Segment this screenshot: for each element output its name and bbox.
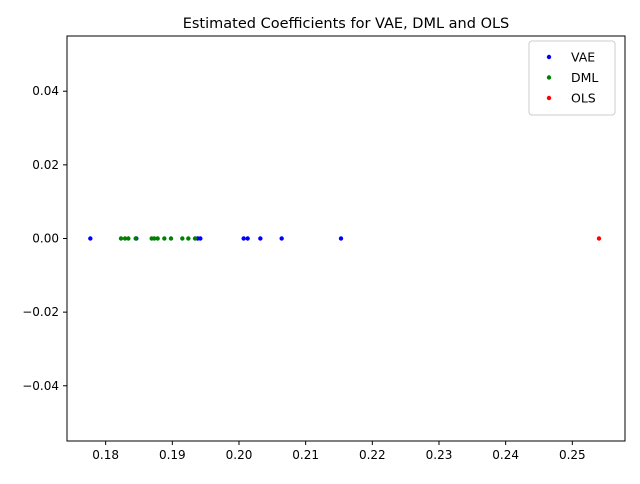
- legend-label-ols: OLS: [571, 91, 596, 106]
- y-tick-label: −0.02: [22, 305, 59, 319]
- legend-marker-ols: [546, 95, 552, 101]
- legend-label-dml: DML: [571, 70, 598, 85]
- data-point-dml: [155, 236, 160, 241]
- data-point-vae: [279, 236, 284, 241]
- data-point-vae: [245, 236, 250, 241]
- data-point-dml: [162, 236, 167, 241]
- y-tick-label: 0.00: [32, 232, 59, 246]
- data-point-dml: [118, 236, 124, 241]
- data-point-dml: [152, 236, 157, 241]
- data-point-vae: [241, 236, 246, 241]
- y-tick-label: 0.02: [32, 158, 59, 172]
- x-tick-label: 0.18: [92, 448, 119, 462]
- x-tick-label: 0.19: [159, 448, 186, 462]
- chart-title: Estimated Coefficients for VAE, DML and …: [183, 16, 510, 32]
- x-tick-label: 0.22: [359, 448, 386, 462]
- x-tick-label: 0.21: [292, 448, 319, 462]
- data-point-vae: [338, 236, 344, 241]
- data-point-dml: [133, 236, 138, 241]
- data-point-vae: [198, 236, 203, 241]
- data-point-dml: [126, 236, 131, 241]
- data-point-dml: [168, 236, 174, 241]
- axes: 0.18 0.19 0.20 0.21 0.22 0.23 0.24 0.25 −0.04 −0.…: [22, 35, 626, 462]
- data-point-vae: [88, 236, 93, 241]
- data-point-ols: [596, 236, 602, 241]
- legend-marker-dml: [546, 75, 552, 80]
- data-point-dml: [122, 236, 128, 241]
- data-point-dml: [192, 236, 198, 241]
- data-point-vae: [258, 236, 263, 241]
- data-point-dml: [186, 236, 191, 241]
- data-points: [88, 236, 602, 241]
- legend-label-vae: VAE: [571, 50, 595, 65]
- data-point-dml: [180, 236, 185, 241]
- x-tick-label: 0.24: [492, 448, 519, 462]
- y-tick-label: 0.04: [32, 84, 59, 98]
- legend: VAE DML OLS: [528, 40, 616, 116]
- x-tick-label: 0.20: [226, 448, 253, 462]
- y-tick-label: −0.04: [22, 379, 59, 393]
- x-tick-label: 0.25: [559, 448, 586, 462]
- legend-marker-vae: [546, 54, 552, 60]
- x-tick-label: 0.23: [426, 448, 453, 462]
